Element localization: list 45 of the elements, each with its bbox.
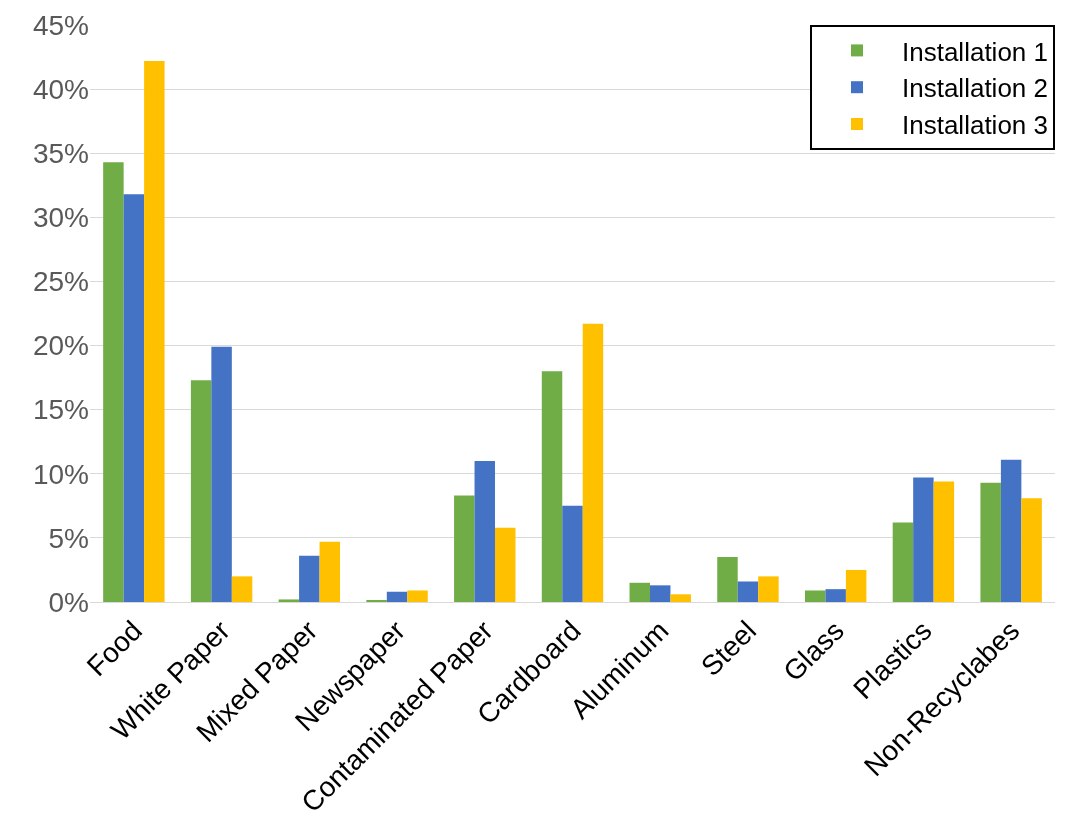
y-tick-label: 45% xyxy=(32,9,89,41)
bar xyxy=(495,527,516,602)
bar xyxy=(892,522,914,602)
bar xyxy=(541,371,563,602)
bar xyxy=(582,323,604,602)
bar xyxy=(123,194,145,602)
bar xyxy=(278,599,300,602)
bar xyxy=(231,576,253,602)
bar xyxy=(758,576,779,602)
bar xyxy=(190,380,212,602)
bar xyxy=(386,591,408,602)
bar xyxy=(474,460,496,602)
y-tick-label: 30% xyxy=(32,202,89,234)
bar xyxy=(670,594,691,602)
bar xyxy=(825,589,846,602)
bar xyxy=(649,585,671,602)
bar xyxy=(211,346,232,602)
bar xyxy=(1000,459,1022,602)
bar xyxy=(804,590,826,602)
bar xyxy=(103,162,124,602)
y-tick-label: 40% xyxy=(32,73,89,105)
legend-label: Installation 3 xyxy=(902,110,1048,141)
bar xyxy=(629,582,650,602)
y-tick-label: 25% xyxy=(32,266,89,298)
bar xyxy=(913,477,934,602)
bar xyxy=(980,482,1001,602)
bar xyxy=(717,557,738,602)
bar xyxy=(562,505,583,602)
bar xyxy=(1021,498,1042,602)
y-tick-label: 20% xyxy=(32,330,89,362)
bar xyxy=(454,495,475,602)
y-tick-label: 15% xyxy=(32,394,89,426)
y-tick-label: 10% xyxy=(32,458,89,490)
y-tick-label: 5% xyxy=(48,522,89,554)
legend-label: Installation 2 xyxy=(902,73,1048,104)
bar xyxy=(407,590,428,602)
bar xyxy=(144,60,165,602)
y-tick-label: 0% xyxy=(48,586,89,618)
legend-label: Installation 1 xyxy=(902,36,1048,67)
bar xyxy=(933,481,955,602)
bar xyxy=(319,541,341,602)
bar xyxy=(737,581,759,602)
bar xyxy=(299,555,320,602)
bar xyxy=(845,569,867,602)
y-tick-label: 35% xyxy=(32,138,89,170)
